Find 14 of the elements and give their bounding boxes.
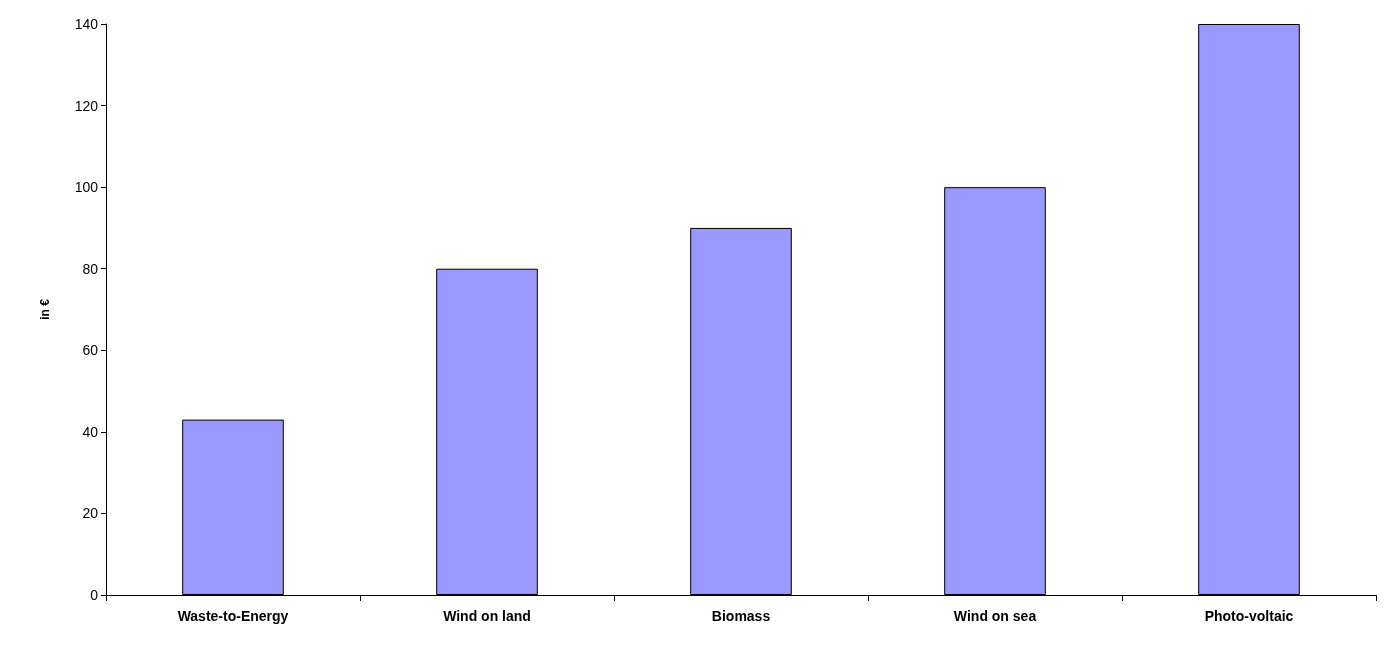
y-tick-label: 0 — [90, 587, 99, 603]
y-tick-label: 80 — [82, 260, 99, 277]
x-tick-label: Wind on land — [443, 608, 531, 624]
y-tick-label: 100 — [74, 179, 99, 196]
x-tick-label: Biomass — [711, 608, 771, 624]
y-tick-label: 40 — [82, 423, 99, 440]
x-tick-label: Wind on sea — [953, 608, 1037, 624]
y-tick-label: 120 — [74, 97, 99, 114]
y-tick-label: 20 — [82, 505, 99, 522]
y-tick-label: 140 — [74, 16, 99, 32]
y-tick-label: 60 — [82, 342, 99, 359]
x-tick-label: Photo-voltaic — [1204, 608, 1294, 624]
y-axis-title: in € — [38, 298, 52, 320]
x-tick-label: Waste-to-Energy — [177, 608, 289, 624]
